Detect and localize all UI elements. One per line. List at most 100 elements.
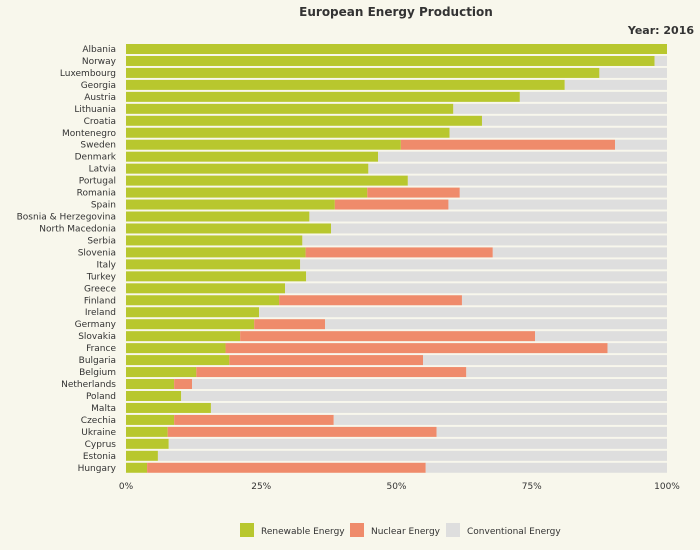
bar-0-6	[126, 115, 482, 126]
category-label-1: Norway	[82, 57, 117, 67]
bar-0-35	[126, 462, 148, 473]
bar-2-12	[459, 187, 667, 198]
bar-0-34	[126, 450, 158, 461]
legend-swatch-2	[446, 523, 460, 537]
bar-0-12	[126, 187, 368, 198]
bar-0-5	[126, 103, 454, 114]
bar-0-0	[126, 44, 667, 54]
bar-1-21	[279, 295, 462, 306]
bar-2-21	[461, 295, 667, 306]
bar-2-10	[368, 163, 667, 174]
category-label-11: Portugal	[79, 177, 116, 187]
bar-0-20	[126, 283, 286, 294]
bar-2-6	[481, 115, 667, 126]
bar-0-24	[126, 331, 241, 342]
chart-title: European Energy Production	[299, 5, 493, 19]
bar-0-2	[126, 67, 600, 78]
bar-1-23	[254, 319, 326, 330]
bar-0-22	[126, 307, 260, 318]
bar-1-24	[240, 331, 535, 342]
bar-0-4	[126, 91, 520, 102]
chart-subtitle: Year: 2016	[627, 24, 694, 37]
bar-1-26	[229, 355, 424, 366]
category-label-15: North Macedonia	[39, 224, 116, 234]
bar-0-31	[126, 414, 175, 425]
category-label-29: Poland	[86, 392, 116, 402]
bar-1-27	[196, 367, 467, 378]
bar-2-17	[492, 247, 667, 258]
category-label-12: Romania	[77, 189, 116, 199]
category-label-18: Italy	[96, 260, 116, 270]
category-label-13: Spain	[91, 201, 116, 211]
category-label-8: Sweden	[80, 141, 116, 151]
bar-0-7	[126, 127, 450, 138]
bar-2-24	[535, 331, 667, 342]
bar-0-28	[126, 379, 175, 390]
category-label-24: Slovakia	[78, 332, 116, 342]
bar-2-34	[157, 450, 668, 461]
bar-2-18	[300, 259, 667, 270]
category-label-33: Cyprus	[85, 440, 117, 450]
bar-0-13	[126, 199, 335, 210]
category-label-2: Luxembourg	[60, 69, 116, 79]
bar-2-8	[615, 139, 667, 150]
bar-2-31	[333, 414, 667, 425]
bar-1-12	[367, 187, 460, 198]
bar-0-29	[126, 390, 182, 401]
bar-2-23	[325, 319, 667, 330]
category-label-14: Bosnia & Herzegovina	[17, 213, 116, 223]
bar-0-10	[126, 163, 369, 174]
category-label-10: Latvia	[89, 165, 116, 175]
category-label-35: Hungary	[78, 464, 117, 474]
bar-1-28	[174, 379, 192, 390]
category-label-0: Albania	[82, 45, 116, 55]
category-labels: Albania Norway Luxembourg Georgia Austria Lit…	[17, 45, 117, 474]
bar-1-25	[225, 343, 608, 354]
legend-label-0: Renewable Energy	[261, 527, 345, 537]
category-label-21: Finland	[84, 296, 116, 306]
bar-0-18	[126, 259, 301, 270]
category-label-28: Netherlands	[61, 380, 116, 390]
bar-0-25	[126, 343, 226, 354]
x-tick-label-3: 75%	[522, 482, 542, 492]
x-tick-label-1: 25%	[251, 482, 271, 492]
category-label-19: Turkey	[86, 272, 117, 282]
bar-0-17	[126, 247, 306, 258]
bar-0-23	[126, 319, 255, 330]
category-label-7: Montenegro	[62, 129, 116, 139]
bar-2-3	[564, 79, 667, 90]
category-label-4: Austria	[84, 93, 116, 103]
category-label-3: Georgia	[81, 81, 116, 91]
bar-2-19	[306, 271, 667, 282]
bar-0-26	[126, 355, 230, 366]
bar-2-15	[331, 223, 667, 234]
bar-0-3	[126, 79, 565, 90]
bar-0-32	[126, 426, 168, 437]
category-label-16: Serbia	[87, 236, 116, 246]
category-label-26: Bulgaria	[79, 356, 116, 366]
category-label-25: France	[86, 344, 116, 354]
bar-2-27	[466, 367, 667, 378]
category-label-6: Croatia	[84, 117, 116, 127]
bar-2-2	[599, 67, 668, 78]
bar-0-15	[126, 223, 332, 234]
bar-0-1	[126, 55, 655, 66]
category-label-22: Ireland	[85, 308, 116, 318]
bar-2-29	[181, 390, 667, 401]
category-label-31: Czechia	[81, 416, 116, 426]
bar-2-13	[448, 199, 667, 210]
bar-0-27	[126, 367, 197, 378]
category-label-32: Ukraine	[81, 428, 116, 438]
category-label-17: Slovenia	[78, 248, 116, 258]
bar-1-17	[305, 247, 493, 258]
bar-2-9	[378, 151, 667, 162]
x-tick-label-4: 100%	[654, 482, 680, 492]
category-label-30: Malta	[91, 404, 116, 414]
bar-2-14	[309, 211, 667, 222]
category-label-9: Denmark	[75, 153, 117, 163]
bar-0-9	[126, 151, 379, 162]
category-label-34: Estonia	[83, 452, 116, 462]
bars-group	[126, 44, 668, 473]
bar-2-11	[407, 175, 667, 186]
